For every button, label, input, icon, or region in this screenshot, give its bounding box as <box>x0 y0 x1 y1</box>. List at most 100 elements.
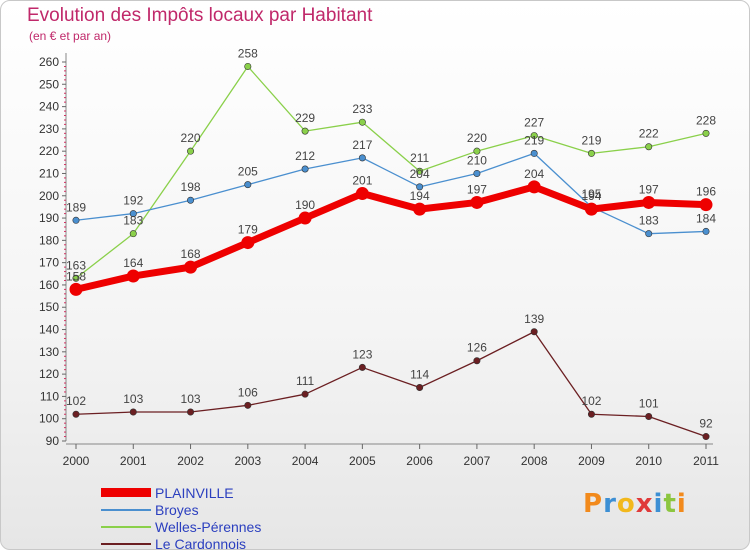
data-point-plainville <box>126 269 140 283</box>
data-label-plainville: 197 <box>467 182 487 196</box>
data-point-broyes <box>530 149 538 157</box>
x-tick-label: 2008 <box>521 454 548 468</box>
data-point-le-cardonnois <box>416 383 424 391</box>
data-point-le-cardonnois <box>187 408 195 416</box>
legend-swatch-welles-perennes <box>101 526 151 528</box>
x-tick-label: 2011 <box>693 454 719 468</box>
data-point-plainville <box>470 195 484 209</box>
y-tick-label: 230 <box>39 122 59 136</box>
chart-subtitle: (en € et par an) <box>29 29 112 43</box>
data-label-broyes: 189 <box>66 200 86 214</box>
data-point-broyes <box>244 181 252 189</box>
logo-letter: P <box>583 489 604 519</box>
data-label-le-cardonnois: 106 <box>238 385 258 399</box>
data-label-plainville: 164 <box>123 256 143 270</box>
data-point-plainville <box>642 195 656 209</box>
data-point-le-cardonnois <box>530 328 538 336</box>
data-label-welles-perennes: 220 <box>467 131 487 145</box>
data-point-le-cardonnois <box>301 390 309 398</box>
y-tick-label: 130 <box>39 345 59 359</box>
data-label-broyes: 184 <box>696 211 716 225</box>
data-point-broyes <box>645 230 653 238</box>
data-label-le-cardonnois: 126 <box>467 341 487 355</box>
data-label-welles-perennes: 233 <box>352 102 372 116</box>
data-label-le-cardonnois: 103 <box>181 392 201 406</box>
data-point-broyes <box>416 183 424 191</box>
data-label-le-cardonnois: 102 <box>581 394 601 408</box>
data-point-le-cardonnois <box>358 363 366 371</box>
data-point-broyes <box>301 165 309 173</box>
data-point-le-cardonnois <box>587 410 595 418</box>
data-point-plainville <box>584 202 598 216</box>
y-tick-label: 150 <box>39 300 59 314</box>
data-label-welles-perennes: 211 <box>410 151 429 165</box>
data-point-le-cardonnois <box>129 408 137 416</box>
data-label-plainville: 158 <box>66 269 86 283</box>
series-points <box>69 62 713 441</box>
data-label-welles-perennes: 183 <box>123 214 143 228</box>
data-point-plainville <box>241 236 255 250</box>
series-lines <box>75 65 707 438</box>
data-point-welles-perennes <box>702 129 710 137</box>
y-tick-label: 190 <box>39 211 59 225</box>
x-tick-label: 2007 <box>464 454 491 468</box>
logo-letter: o <box>616 489 636 519</box>
x-tick-label: 2006 <box>406 454 433 468</box>
data-label-le-cardonnois: 102 <box>66 394 86 408</box>
legend-swatch-broyes <box>101 509 151 511</box>
series-line-broyes <box>75 152 707 235</box>
data-point-broyes <box>358 154 366 162</box>
y-tick-label: 260 <box>39 55 59 69</box>
data-label-le-cardonnois: 101 <box>639 396 659 410</box>
data-point-le-cardonnois <box>702 433 710 441</box>
data-label-broyes: 195 <box>581 187 601 201</box>
data-label-plainville: 197 <box>639 182 659 196</box>
data-point-welles-perennes <box>244 62 252 70</box>
data-point-broyes <box>702 227 710 235</box>
data-label-plainville: 190 <box>295 198 315 212</box>
data-point-broyes <box>129 210 137 218</box>
data-point-le-cardonnois <box>473 357 481 365</box>
data-label-welles-perennes: 222 <box>639 127 659 141</box>
legend-swatch-le-cardonnois <box>101 543 151 545</box>
y-tick-label: 110 <box>40 389 59 403</box>
data-label-plainville: 204 <box>524 167 544 181</box>
x-tick-label: 2005 <box>349 454 376 468</box>
data-label-broyes: 210 <box>467 153 487 167</box>
data-point-le-cardonnois <box>645 412 653 420</box>
series-line-le-cardonnois <box>75 331 707 438</box>
data-label-plainville: 194 <box>581 189 601 203</box>
data-label-broyes: 212 <box>295 149 315 163</box>
data-point-plainville <box>355 187 369 201</box>
legend-label-plainville: PLAINVILLE <box>155 485 234 501</box>
data-label-le-cardonnois: 103 <box>123 392 143 406</box>
data-point-welles-perennes <box>72 274 80 282</box>
data-label-welles-perennes: 258 <box>238 46 258 60</box>
logo-letter: x <box>635 489 654 519</box>
data-label-le-cardonnois: 123 <box>352 347 372 361</box>
legend-swatch-plainville <box>101 488 151 497</box>
logo-letter: r <box>603 489 617 519</box>
data-point-welles-perennes <box>416 167 424 175</box>
data-label-plainville: 179 <box>238 223 258 237</box>
data-label-broyes: 217 <box>352 138 372 152</box>
data-label-welles-perennes: 219 <box>581 133 601 147</box>
data-label-welles-perennes: 229 <box>295 111 315 125</box>
data-point-plainville <box>69 282 83 296</box>
data-point-plainville <box>413 202 427 216</box>
data-label-welles-perennes: 228 <box>696 113 716 127</box>
data-label-broyes: 198 <box>181 180 201 194</box>
y-tick-label: 170 <box>39 256 59 270</box>
x-tick-label: 2002 <box>177 454 204 468</box>
data-label-plainville: 201 <box>352 174 372 188</box>
y-tick-label: 180 <box>39 233 59 247</box>
data-point-welles-perennes <box>129 230 137 238</box>
data-point-welles-perennes <box>187 147 195 155</box>
data-label-welles-perennes: 220 <box>181 131 201 145</box>
data-point-welles-perennes <box>530 132 538 140</box>
chart-axes: 9010011012013014015016017018019020021022… <box>39 53 719 468</box>
data-point-broyes <box>473 169 481 177</box>
y-tick-label: 160 <box>39 278 59 292</box>
